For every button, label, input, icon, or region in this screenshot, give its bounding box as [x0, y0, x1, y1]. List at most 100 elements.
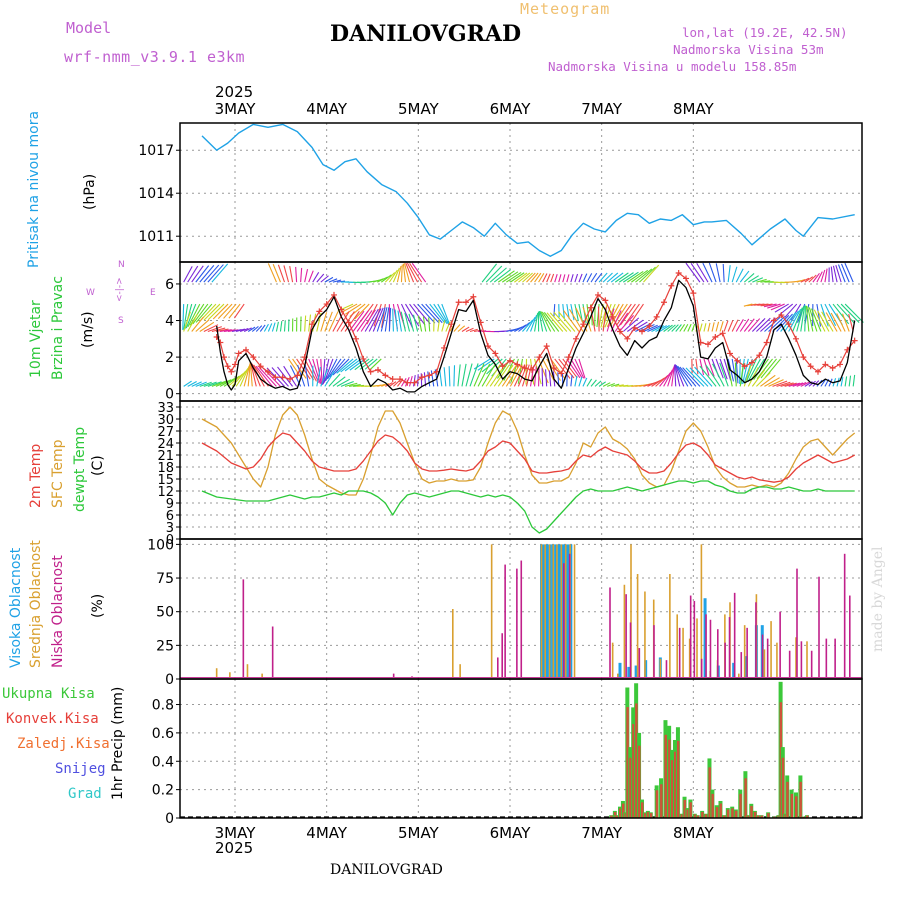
conv-precip-bar [643, 813, 647, 818]
y-tick-label: 0.4 [152, 754, 174, 770]
wind-arrow [405, 262, 415, 283]
low-cloud-bar [242, 579, 245, 677]
wind-arrow [687, 323, 692, 332]
gust-marker [243, 346, 249, 353]
gust-marker [323, 301, 330, 308]
gust-marker [279, 374, 286, 381]
gust-marker [221, 354, 227, 361]
wind-arrow [624, 303, 640, 326]
wind-arrow [437, 303, 450, 325]
model-label: Model [66, 19, 112, 37]
wind-arrow [501, 364, 517, 387]
wind-arrow [647, 325, 661, 333]
wind-arrow [279, 321, 283, 332]
wind-arrow [677, 365, 693, 387]
altitude-label: Nadmorska Visina 53m [673, 42, 824, 57]
wind-arrow [228, 303, 241, 319]
wind-arrow [685, 367, 705, 387]
wind-arrow [332, 376, 346, 387]
conv-precip-bar [621, 803, 625, 818]
wind-arrow [702, 262, 713, 283]
gust-marker [470, 293, 477, 300]
low-cloud-bar [810, 650, 813, 677]
gust-marker [587, 304, 594, 311]
low-cloud-bar [629, 622, 632, 677]
y-tick-label: 75 [156, 571, 174, 587]
mid-cloud-bar [696, 618, 698, 677]
wind-arrow [308, 270, 314, 283]
wind-arrow [842, 313, 850, 332]
wind-arrow [388, 307, 392, 332]
wind-arrow [760, 280, 771, 283]
high-cloud-bar [545, 544, 549, 677]
wind-arrow [328, 278, 338, 283]
wind-arrow [195, 265, 210, 283]
wind-arrow [262, 367, 281, 387]
wind-arrow [836, 303, 855, 324]
y-tick-label: 0 [165, 387, 174, 403]
wind-arrow [562, 358, 578, 379]
wind-arrow [830, 266, 834, 283]
y-tick-label: 3 [166, 521, 174, 536]
wind-arrow [609, 303, 624, 327]
x-top-label: 4MAY [306, 100, 348, 118]
wind-arrow [526, 272, 536, 283]
wind-arrow [392, 267, 400, 283]
conv-precip-bar [786, 781, 789, 818]
wind-arrow [509, 364, 523, 387]
wind-arrow [821, 311, 834, 332]
wind-arrow [723, 358, 732, 381]
wind-arrow [772, 380, 788, 387]
wind-arrow [715, 358, 724, 379]
wind-arrow [816, 271, 823, 283]
wind-arrow [804, 305, 806, 332]
wind-arrow [203, 303, 221, 321]
wind-arrow [295, 266, 298, 283]
wind-arrow [776, 313, 793, 332]
wind-arrow [203, 324, 219, 332]
mid-cloud-bar [548, 544, 551, 677]
wind-arrow [332, 311, 345, 332]
wind-arrow [606, 382, 615, 387]
wind-arrow [804, 276, 814, 283]
wind-arrow [394, 309, 398, 332]
wind-arrow [372, 307, 384, 332]
wind-arrow [628, 303, 644, 326]
low-cloud-bar [800, 641, 803, 677]
gust-marker [316, 308, 323, 315]
wind-arrow [267, 323, 273, 332]
gust-marker [785, 321, 792, 328]
gust-marker [617, 328, 623, 335]
wind-arrow [364, 358, 378, 370]
wind-arrow [437, 319, 441, 332]
wind-arrow [840, 263, 850, 283]
wind-arrow [695, 358, 699, 375]
wind-arrow [409, 303, 426, 326]
wind-arrow [541, 311, 556, 332]
y-tick-label: 1011 [138, 229, 174, 245]
dewpt-line [201, 480, 855, 534]
compass-n-label: N [118, 260, 125, 270]
gust-marker [771, 317, 777, 324]
mid-cloud-bar [544, 544, 546, 677]
wind-arrow [622, 271, 639, 283]
wind-arrow [481, 358, 499, 373]
wind-arrow [747, 367, 759, 387]
gust-marker [639, 328, 645, 335]
wind-arrow [800, 381, 810, 387]
gust-marker [565, 354, 572, 361]
wind-arrow [402, 263, 407, 283]
y-tick-label: 0.8 [152, 698, 174, 714]
low-cloud-bar [705, 614, 707, 677]
wind-arrow [570, 303, 575, 321]
wind-arrow [199, 321, 215, 332]
conv-precip-bar [708, 767, 711, 818]
wind-arrow [566, 303, 570, 320]
mid-cloud-bar [623, 584, 626, 677]
conv-precip-bar [753, 811, 757, 818]
wind-arrow [417, 315, 423, 332]
x-bottom-label: 4MAY [306, 824, 348, 842]
wind-arrow [792, 382, 804, 387]
wind-arrow [360, 309, 376, 332]
wind-arrow [627, 270, 644, 283]
